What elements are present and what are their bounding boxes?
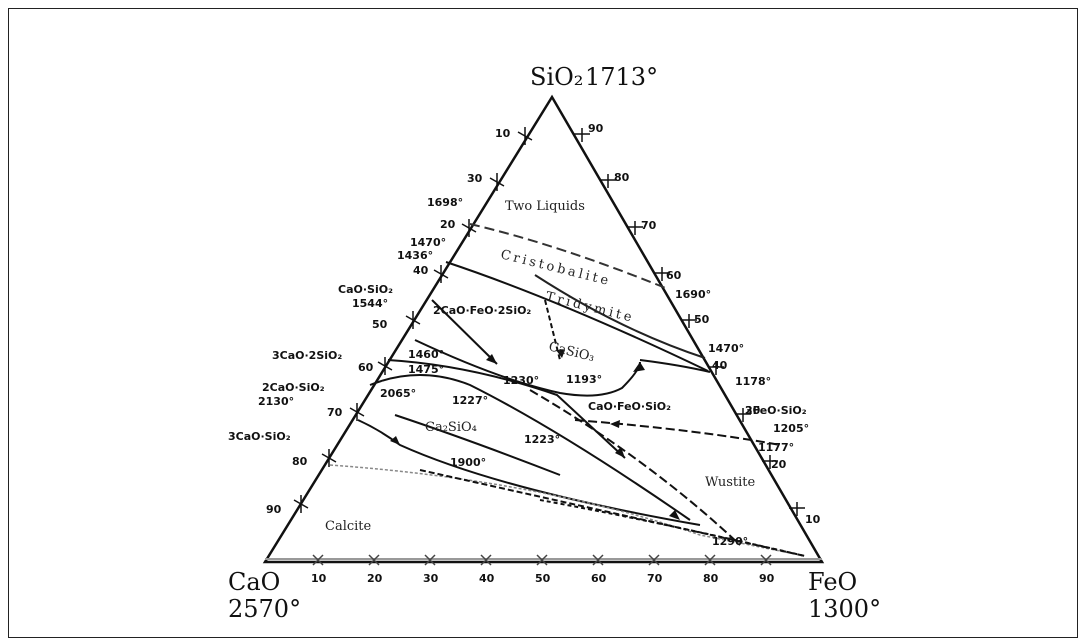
left-tick-label: 90 [266,503,282,516]
bottom-tick-label: 80 [703,572,719,585]
left-tick-label: 10 [495,127,511,140]
vertex-right-temp: 1300° [808,595,881,623]
field-wustite: Wustite [705,475,755,490]
bottom-tick-label: 50 [535,572,551,585]
temp-1475: 1475° [408,363,444,376]
left-tick-label: 80 [292,455,308,468]
right-tick-label: 20 [771,458,787,471]
phase-boundaries [329,223,806,557]
vertex-left-formula: CaO [228,568,280,596]
boundary-e [394,414,561,476]
temp-1178: 1178° [735,375,771,388]
left-tick-label: 20 [440,218,456,231]
right-tick-label: 80 [614,171,630,184]
arrowheads [390,350,680,520]
field-ca2sio4: Ca₂SiO₄ [425,420,477,435]
right-tick-label: 60 [666,269,682,282]
tridymite-boundary [534,274,706,359]
left-tick-marks [293,127,533,513]
temp-1460: 1460° [408,348,444,361]
field-tridymite: Tridymite [544,289,636,326]
temp-1690: 1690° [675,288,711,301]
wustite-boundary [529,389,741,546]
vertex-top-temp: 1713° [585,63,658,91]
compound-2feo-sio2: 2FeO·SiO₂ [745,404,807,417]
bottom-tick-label: 30 [423,572,439,585]
compound-cao-feo-sio2: CaO·FeO·SiO₂ [588,400,671,413]
boundary-c [387,359,626,459]
lower-boundary-2 [539,499,806,557]
temp-1290: 1290° [712,535,748,548]
right-tick-label: 40 [712,359,728,372]
lower-boundary [419,469,806,557]
right-tick-marks [574,128,805,516]
field-calcite: Calcite [325,519,372,534]
temp-1544: 1544° [352,297,388,310]
bottom-tick-marks [312,554,772,566]
right-tick-label: 70 [641,219,657,232]
boundary-h [639,359,711,373]
field-two-liquids: Two Liquids [505,199,585,214]
temp-1436: 1436° [397,249,433,262]
two-liquid-boundary [469,223,669,290]
temp-1177: 1177° [758,441,794,454]
temp-1227: 1227° [452,394,488,407]
temp-1230: 1230° [503,374,539,387]
temp-1193: 1193° [566,373,602,386]
left-tick-label: 60 [358,361,374,374]
bottom-tick-label: 90 [759,572,775,585]
left-tick-label: 70 [327,406,343,419]
boundary-d [369,374,691,521]
left-tick-label: 30 [467,172,483,185]
vertex-top-formula: SiO₂ [530,63,583,91]
bottom-tick-label: 40 [479,572,495,585]
right-tick-label: 90 [588,122,604,135]
right-tick-label: 30 [745,404,761,417]
field-cristobalite: Cristobalite [499,247,613,289]
compound-3cao-2sio2: 3CaO·2SiO₂ [272,349,342,362]
temp-1470a: 1470° [410,236,446,249]
boundary-f [357,419,701,526]
bottom-tick-label: 10 [311,572,327,585]
bottom-tick-label: 20 [367,572,383,585]
boundary-a [431,299,498,365]
temp-1223: 1223° [524,433,560,446]
compound-2cao-sio2: 2CaO·SiO₂ [262,381,325,394]
temp-2065: 2065° [380,387,416,400]
temp-2130: 2130° [258,395,294,408]
field-casio3: CaSiO₃ [547,339,596,365]
field-2cao-feo-2sio2: 2CaO·FeO·2SiO₂ [433,304,531,317]
vertex-left-temp: 2570° [228,595,301,623]
bottom-tick-label: 60 [591,572,607,585]
left-tick-label: 40 [413,264,429,277]
right-tick-label: 50 [694,313,710,326]
bottom-tick-label: 70 [647,572,663,585]
temp-1900: 1900° [450,456,486,469]
vertex-right-formula: FeO [808,568,857,596]
temp-1470b: 1470° [708,342,744,355]
temp-1205: 1205° [773,422,809,435]
boundary-g [574,419,781,446]
compound-cao-sio2: CaO·SiO₂ [338,283,393,296]
boundary-b [414,339,641,397]
cristobalite-boundary [445,261,709,372]
temp-1698: 1698° [427,196,463,209]
compound-3cao-sio2: 3CaO·SiO₂ [228,430,291,443]
left-tick-label: 50 [372,318,388,331]
right-tick-label: 10 [805,513,821,526]
